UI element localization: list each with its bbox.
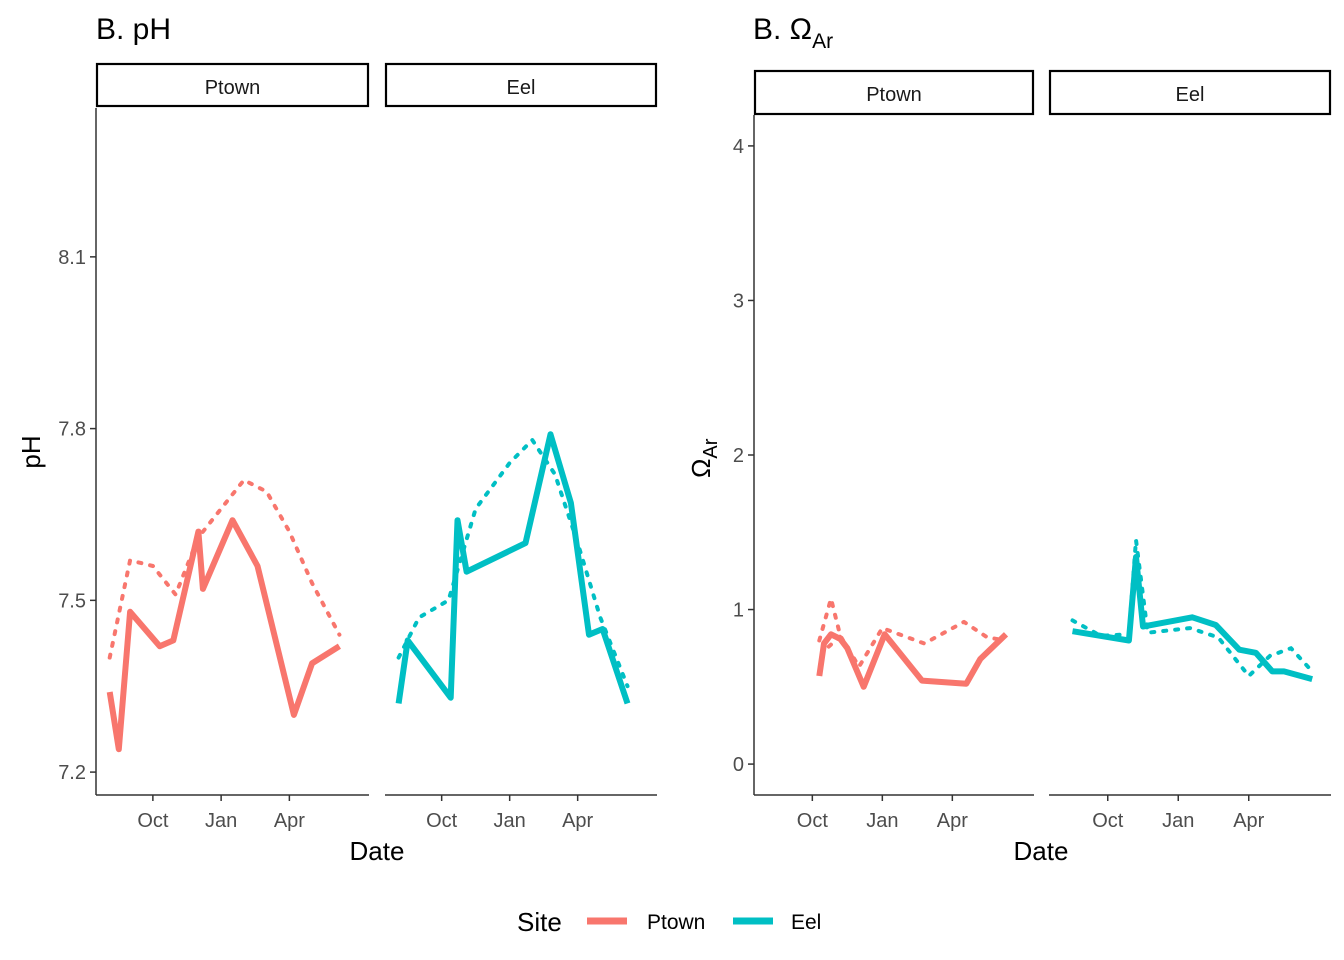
omega-eel-line-dotted — [1073, 540, 1313, 676]
legend-label-eel: Eel — [791, 911, 821, 934]
legend-label-ptown: Ptown — [647, 911, 705, 934]
ph-series-eel-panel — [399, 434, 628, 703]
ph-series-ptown-panel — [110, 480, 340, 749]
omega-series-eel-panel — [1073, 540, 1313, 679]
ph-x-tick-label: Oct — [137, 810, 169, 832]
strip-label-omega-eel: Eel — [1176, 84, 1205, 106]
omega-eel-line-solid — [1073, 557, 1313, 679]
omega-x-tick-label: Jan — [1162, 810, 1194, 832]
omega-x-tick-label: Oct — [797, 810, 829, 832]
omega-y-tick-label: 1 — [733, 600, 744, 622]
ph-x-ticks-ptown: Oct Jan Apr — [137, 795, 305, 832]
omega-title-subscript: Ar — [812, 30, 833, 53]
omega-x-tick-label: Apr — [937, 810, 968, 832]
omega-y-title-main: Ω — [686, 459, 716, 478]
omega-chart: B. ΩAr Ptown Eel 0 1 2 3 4 Oct Jan — [686, 13, 1331, 866]
omega-x-axis-title: Date — [1014, 836, 1069, 866]
ph-x-tick-label: Jan — [205, 810, 237, 832]
strip-label-omega-ptown: Ptown — [866, 84, 922, 106]
omega-x-tick-label: Oct — [1092, 810, 1124, 832]
omega-x-tick-label: Apr — [1233, 810, 1264, 832]
ph-x-tick-label: Jan — [494, 810, 526, 832]
omega-x-ticks-ptown: Oct Jan Apr — [797, 795, 968, 832]
ph-chart: B. pH Ptown Eel 7.2 7.5 7.8 8.1 Oct Jan — [16, 13, 657, 866]
omega-ptown-line-dotted — [819, 599, 1006, 667]
ph-x-ticks-eel: Oct Jan Apr — [426, 795, 593, 832]
omega-x-tick-label: Jan — [866, 810, 898, 832]
omega-series-ptown-panel — [819, 599, 1006, 687]
legend: Site Ptown Eel — [517, 907, 821, 937]
ph-y-tick-label: 8.1 — [58, 247, 86, 269]
ph-ptown-line-solid — [110, 520, 340, 749]
omega-y-title-subscript: Ar — [700, 438, 722, 458]
omega-ptown-line-solid — [819, 634, 1006, 687]
omega-y-axis-title: ΩAr — [686, 438, 722, 478]
omega-y-ticks: 0 1 2 3 4 — [733, 136, 754, 776]
omega-y-tick-label: 4 — [733, 136, 744, 158]
omega-y-tick-label: 0 — [733, 754, 744, 776]
ph-chart-title: B. pH — [96, 13, 171, 46]
strip-label-ph-ptown: Ptown — [205, 77, 261, 99]
ph-y-ticks: 7.2 7.5 7.8 8.1 — [58, 247, 96, 784]
ph-x-tick-label: Apr — [274, 810, 305, 832]
omega-x-ticks-eel: Oct Jan Apr — [1092, 795, 1264, 832]
ph-y-tick-label: 7.8 — [58, 419, 86, 441]
omega-y-tick-label: 2 — [733, 445, 744, 467]
ph-x-tick-label: Apr — [562, 810, 593, 832]
ph-x-axis-title: Date — [350, 836, 405, 866]
ph-eel-line-dotted — [399, 440, 628, 686]
omega-y-tick-label: 3 — [733, 290, 744, 312]
strip-label-ph-eel: Eel — [507, 77, 536, 99]
omega-chart-title: B. ΩAr — [753, 13, 833, 53]
ph-y-axis-title: pH — [16, 435, 46, 468]
ph-y-tick-label: 7.2 — [58, 762, 86, 784]
ph-y-tick-label: 7.5 — [58, 590, 86, 612]
legend-title: Site — [517, 907, 562, 937]
ph-x-tick-label: Oct — [426, 810, 458, 832]
omega-title-main: B. Ω — [753, 13, 812, 46]
ph-eel-line-solid — [399, 434, 628, 703]
